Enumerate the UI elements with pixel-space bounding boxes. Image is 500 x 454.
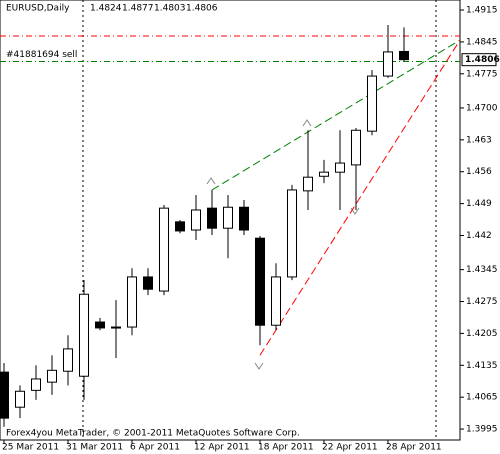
candle-body [127, 276, 137, 328]
candle-body [111, 326, 121, 329]
candle-body [207, 207, 217, 229]
candle-body [15, 390, 25, 408]
candle-body [95, 321, 105, 329]
candle-body [191, 209, 201, 231]
y-tick-label: 1.4700 [466, 103, 498, 113]
footer: Forex4you MetaTrader, © 2001-2011 MetaQu… [6, 429, 300, 439]
y-tick-label: 1.449 [466, 199, 492, 209]
arrow [254, 362, 264, 370]
candle-body [255, 237, 265, 326]
fractal-arrows [206, 119, 360, 370]
header-symbol: EURUSD,Daily [6, 4, 70, 14]
candle-body [383, 51, 393, 77]
x-tick-label: 18 Apr 2011 [258, 443, 314, 453]
header-close: 1.4806 [186, 4, 218, 14]
header-low: 1.4803 [154, 4, 186, 14]
candle-body [31, 378, 41, 391]
y-tick-label: 1.4275 [466, 297, 498, 307]
candle-body [143, 276, 153, 290]
candle-body [47, 369, 57, 383]
y-tick-label: 1.3995 [466, 425, 498, 435]
candle-body [79, 293, 89, 377]
y-tick-label: 1.463 [466, 135, 492, 145]
candle-body [303, 176, 313, 192]
current-price-label: 1.4806 [465, 55, 500, 65]
arrow [302, 119, 312, 127]
candle-body [335, 162, 345, 173]
y-tick-label: 1.4845 [466, 37, 498, 47]
order-label: #41881694 sell [6, 50, 77, 60]
arrow [206, 177, 216, 185]
y-tick-label: 1.456 [466, 167, 492, 177]
header-high: 1.4877 [122, 4, 154, 14]
y-tick-label: 1.4205 [466, 329, 498, 339]
x-tick-label: 28 Apr 2011 [386, 443, 442, 453]
candle-body [287, 189, 297, 278]
candle-body [175, 221, 185, 232]
y-tick-label: 1.4065 [466, 393, 498, 403]
x-tick-label: 31 Mar 2011 [66, 443, 123, 453]
candle-body [399, 50, 409, 61]
trend-line [259, 39, 461, 356]
candle-body [367, 75, 377, 132]
candle-body [63, 348, 73, 372]
header-open: 1.4824 [90, 4, 122, 14]
candle-body [0, 371, 9, 419]
candle-body [239, 206, 249, 231]
y-tick-label: 1.4135 [466, 361, 498, 371]
x-tick-label: 6 Apr 2011 [130, 443, 180, 453]
trend-line [211, 39, 461, 191]
candle-body [271, 276, 281, 326]
x-tick-label: 25 Mar 2011 [2, 443, 59, 453]
x-tick-label: 12 Apr 2011 [194, 443, 250, 453]
candle-body [351, 129, 361, 166]
y-tick-label: 1.4345 [466, 265, 498, 275]
y-tick-label: 1.442 [466, 231, 492, 241]
candle-body [223, 206, 233, 229]
y-tick-label: 1.4915 [466, 6, 498, 16]
candle-body [159, 207, 169, 292]
candle-body [319, 171, 329, 177]
x-tick-label: 22 Apr 2011 [322, 443, 378, 453]
y-tick-label: 1.4775 [466, 69, 498, 79]
current-price-box [461, 53, 497, 67]
